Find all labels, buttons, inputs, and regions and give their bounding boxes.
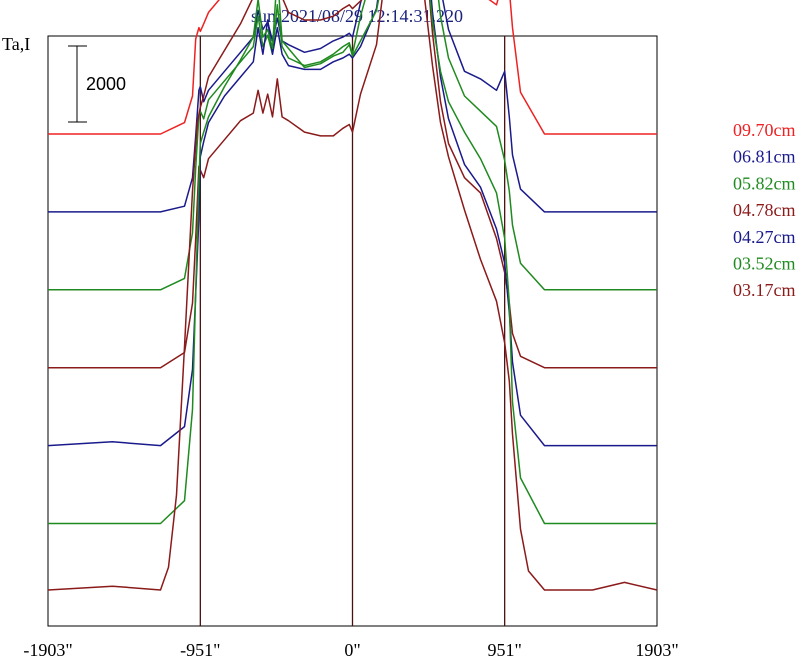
series-line-2 — [48, 0, 657, 291]
legend: 09.70cm 06.81cm 05.82cm 04.78cm 04.27cm 03.52… — [733, 120, 796, 300]
vertical-markers — [199, 36, 506, 626]
series-line-5 — [48, 0, 657, 525]
x-tick-label-3: 951" — [487, 640, 521, 660]
x-tick-labels: -1903" -951" 0" 951" 1903" — [23, 640, 678, 660]
legend-entry-4: 04.27cm — [733, 227, 796, 247]
series-line-0 — [48, 0, 657, 135]
legend-entry-1: 06.81cm — [733, 147, 796, 167]
x-tick-label-1: -951" — [180, 640, 220, 660]
x-tick-label-2: 0" — [344, 640, 360, 660]
series-line-6 — [47, 0, 658, 591]
legend-entry-6: 03.17cm — [733, 280, 796, 300]
x-tick-label-0: -1903" — [23, 640, 72, 660]
legend-entry-3: 04.78cm — [733, 200, 796, 220]
legend-entry-2: 05.82cm — [733, 173, 796, 193]
series-line-1 — [48, 0, 657, 213]
series-line-3 — [48, 0, 657, 369]
legend-entry-0: 09.70cm — [733, 120, 796, 140]
y-axis-label: Ta,I — [2, 34, 30, 54]
series-lines — [47, 0, 658, 591]
legend-entry-5: 03.52cm — [733, 254, 796, 274]
scale-bar: 2000 — [68, 45, 126, 123]
scale-bar-label: 2000 — [86, 74, 126, 94]
x-tick-label-4: 1903" — [635, 640, 678, 660]
series-line-4 — [47, 0, 657, 447]
